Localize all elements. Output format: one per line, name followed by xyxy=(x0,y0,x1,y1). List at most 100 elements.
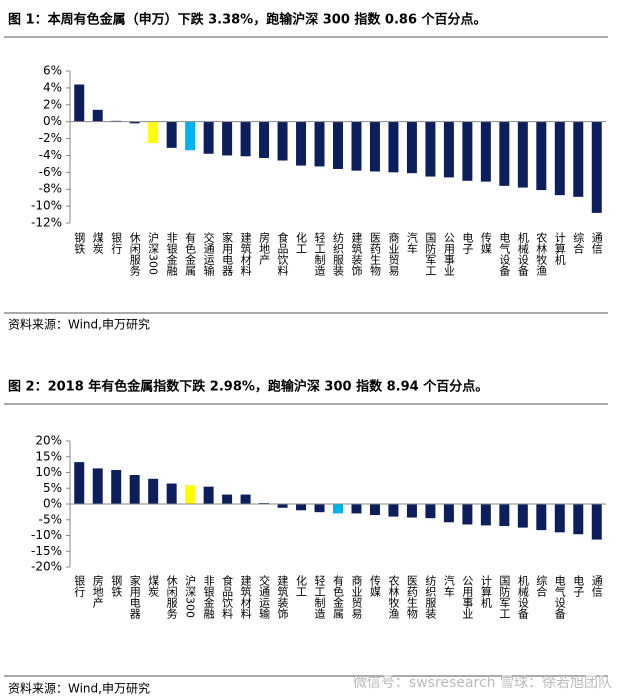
y-tick-label: -8% xyxy=(39,182,62,196)
x-tick-label: 机械设备 xyxy=(516,231,529,277)
bar xyxy=(554,121,565,196)
bar xyxy=(573,504,584,535)
bar xyxy=(314,504,325,513)
x-tick-label: 交通运输 xyxy=(202,231,215,277)
x-tick-label: 化工 xyxy=(295,574,308,597)
bar xyxy=(388,504,399,517)
x-tick-label: 公用事业 xyxy=(461,575,474,619)
bar xyxy=(406,504,417,518)
x-tick-label: 有色金属 xyxy=(332,574,345,620)
x-tick-label: 房地产 xyxy=(91,575,104,609)
x-tick-label: 商业贸易 xyxy=(350,574,363,620)
bar xyxy=(499,121,510,186)
x-tick-label: 建筑装饰 xyxy=(350,231,363,276)
y-tick-label: 4% xyxy=(43,80,62,94)
bar xyxy=(222,121,233,156)
y-tick-label: 0% xyxy=(43,497,62,511)
bar xyxy=(203,121,214,154)
bar xyxy=(277,121,288,161)
x-tick-label: 建筑材料 xyxy=(239,231,252,277)
bar xyxy=(185,121,196,151)
x-tick-label: 电气设备 xyxy=(553,575,566,620)
bar xyxy=(92,109,103,122)
x-tick-label: 有色金属 xyxy=(184,231,197,277)
x-tick-label: 煤炭 xyxy=(147,575,160,598)
bar xyxy=(296,504,307,511)
bar xyxy=(499,504,510,527)
x-tick-label: 煤炭 xyxy=(91,232,104,255)
bar xyxy=(351,121,362,171)
x-tick-label: 休闲服务 xyxy=(128,232,141,276)
y-tick-label: -10% xyxy=(31,528,62,542)
y-tick-label: 0% xyxy=(43,114,62,128)
x-tick-label: 食品饮料 xyxy=(221,574,234,620)
bar xyxy=(388,121,399,173)
x-tick-label: 家用电器 xyxy=(221,231,234,277)
x-tick-label: 传媒 xyxy=(368,575,381,598)
chart-title: 图 1：本周有色金属（申万）下跌 3.38%，跑输沪深 300 指数 0.86 … xyxy=(8,12,487,28)
bar xyxy=(573,121,584,197)
y-tick-label: 10% xyxy=(35,465,62,479)
y-tick-label: -20% xyxy=(31,560,62,574)
x-tick-label: 电气设备 xyxy=(498,232,511,277)
y-tick-label: -10% xyxy=(31,199,62,213)
y-tick-label: -5% xyxy=(39,512,62,526)
x-tick-label: 机械设备 xyxy=(516,574,529,620)
x-tick-label: 医药生物 xyxy=(405,575,418,619)
y-tick-label: -12% xyxy=(31,216,62,230)
x-tick-label: 综合 xyxy=(572,231,585,254)
bar xyxy=(74,462,85,504)
x-tick-label: 建筑材料 xyxy=(239,574,252,620)
bar xyxy=(443,504,454,523)
y-tick-label: -6% xyxy=(39,165,62,179)
x-tick-label: 通信 xyxy=(590,232,603,255)
bar xyxy=(536,121,547,191)
y-tick-label: 20% xyxy=(35,434,62,448)
y-tick-label: -15% xyxy=(31,544,62,558)
x-tick-label: 非银金融 xyxy=(165,232,178,277)
x-tick-label: 商业贸易 xyxy=(387,231,400,277)
x-tick-label: 轻工制造 xyxy=(313,574,326,619)
bar xyxy=(222,494,233,504)
x-tick-label: 电子 xyxy=(572,575,585,597)
bar xyxy=(591,121,602,213)
bar xyxy=(333,121,343,169)
watermark: 微信号：swsresearch 雪球：徐若旭团队 xyxy=(353,675,612,691)
x-tick-label: 汽车 xyxy=(442,574,455,598)
bar xyxy=(240,494,251,504)
bar xyxy=(111,469,122,504)
x-tick-label: 电子 xyxy=(461,232,474,254)
bar xyxy=(148,478,159,504)
x-tick-label: 轻工制造 xyxy=(313,231,326,276)
bar xyxy=(333,504,343,514)
bar xyxy=(480,121,491,182)
bar xyxy=(425,504,436,519)
x-tick-label: 传媒 xyxy=(479,232,492,255)
x-tick-label: 化工 xyxy=(295,231,308,254)
y-tick-label: 6% xyxy=(43,64,62,78)
x-tick-label: 纺织服装 xyxy=(332,231,345,277)
bar xyxy=(166,121,177,148)
chart-title: 图 2：2018 年有色金属指数下跌 2.98%，跑输沪深 300 指数 8.9… xyxy=(8,379,488,395)
bar xyxy=(296,121,307,166)
y-tick-label: -4% xyxy=(39,148,62,162)
x-tick-label: 国防军工 xyxy=(498,575,511,619)
bar xyxy=(74,84,85,122)
bar xyxy=(148,121,159,143)
x-tick-label: 农林牧渔 xyxy=(535,231,548,277)
x-tick-label: 计算机 xyxy=(553,232,566,265)
bar xyxy=(406,121,417,174)
x-tick-label: 国防军工 xyxy=(424,232,437,276)
x-tick-label: 通信 xyxy=(590,575,603,598)
x-tick-label: 建筑装饰 xyxy=(276,574,289,619)
bar xyxy=(129,475,140,504)
x-tick-label: 公用事业 xyxy=(442,232,455,276)
bar xyxy=(554,504,565,533)
x-tick-label: 农林牧渔 xyxy=(387,574,400,620)
bar xyxy=(92,468,103,504)
y-tick-label: 2% xyxy=(43,97,62,111)
bar xyxy=(277,504,288,508)
bar xyxy=(536,504,547,531)
bar xyxy=(369,504,380,516)
